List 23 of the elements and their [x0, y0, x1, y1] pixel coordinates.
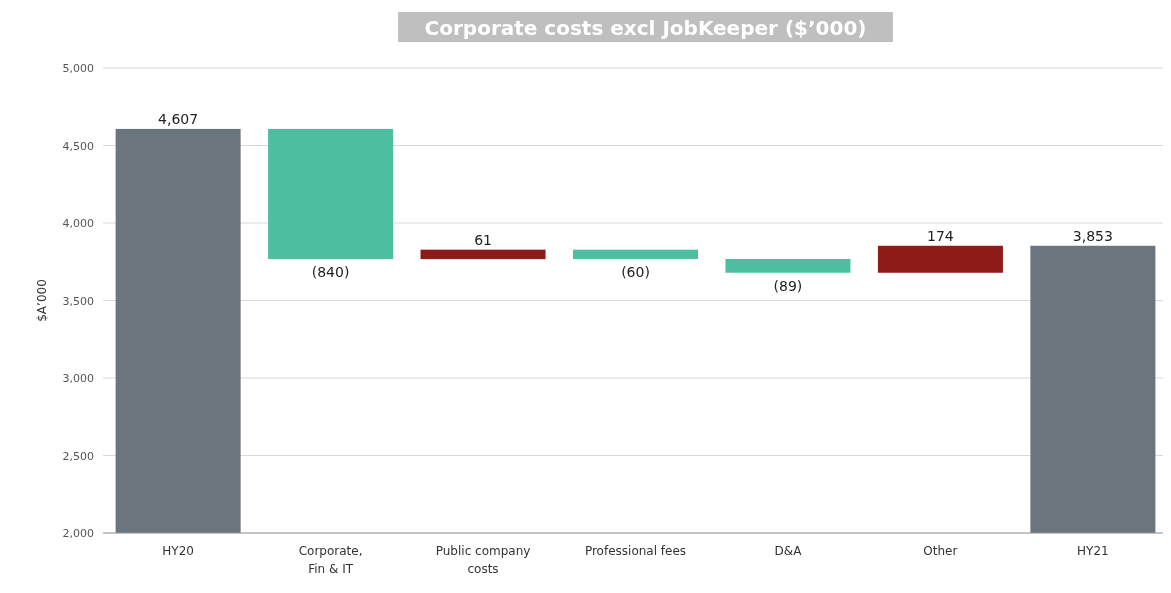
y-tick-label: 2,000: [62, 527, 94, 540]
data-label: 174: [927, 227, 954, 244]
x-tick-label: Professional fees: [584, 544, 687, 558]
x-tick-label: D&A: [774, 544, 803, 558]
data-label: (89): [773, 277, 803, 294]
x-tick-label: Public company costs: [435, 544, 531, 576]
y-axis-title: $A’000: [35, 279, 49, 322]
y-tick-label: 2,500: [62, 449, 94, 463]
x-tick-label: Corporate, Fin & IT: [298, 544, 363, 576]
y-tick-label: 3,000: [62, 372, 94, 385]
chart-title: Corporate costs excl JobKeeper ($’000): [424, 16, 867, 40]
y-tick-label: 4,500: [62, 139, 94, 153]
data-label: (60): [621, 263, 650, 280]
x-tick-label: Other: [923, 544, 958, 558]
x-tick-label: HY21: [1077, 544, 1109, 558]
data-label: 4,607: [158, 110, 199, 127]
x-tick-label: HY20: [162, 544, 194, 558]
data-label: 3,853: [1072, 227, 1113, 244]
y-tick-label: 4,000: [62, 217, 94, 230]
y-tick-label: 3,500: [62, 294, 94, 308]
data-label: (840): [311, 264, 350, 281]
y-tick-label: 5,000: [62, 62, 94, 75]
data-label: 61: [474, 231, 492, 248]
